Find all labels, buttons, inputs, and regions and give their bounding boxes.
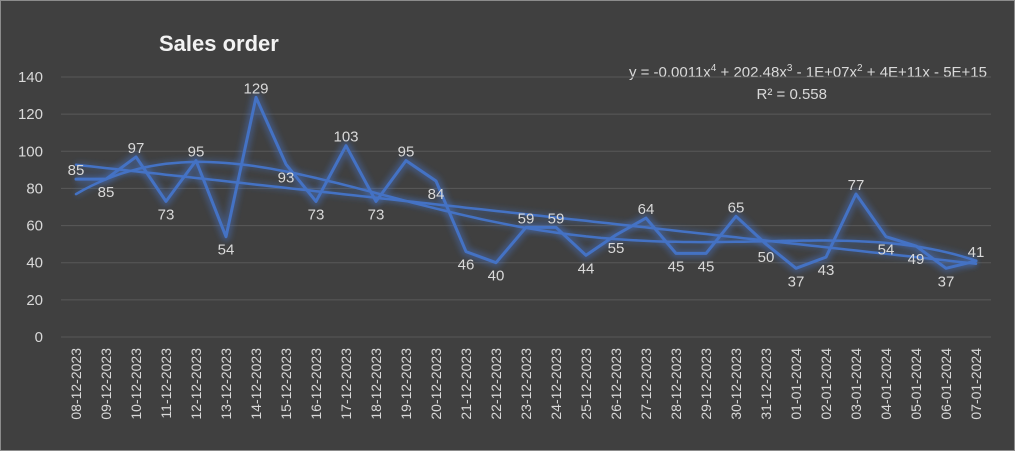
y-tick-label: 140 (18, 69, 43, 86)
data-label: 73 (308, 206, 325, 223)
series-line (74, 95, 978, 270)
data-label: 59 (518, 210, 535, 227)
x-tick-label: 04-01-2024 (878, 348, 894, 420)
eq-exp-4: 4 (710, 63, 717, 74)
data-label: 93 (278, 169, 295, 186)
data-label: 55 (608, 240, 625, 257)
r-squared: R² = 0.558 (756, 86, 827, 103)
eq-exp-2: 2 (857, 63, 863, 74)
data-label: 49 (908, 251, 925, 268)
x-tick-label: 30-12-2023 (728, 348, 744, 420)
x-tick-label: 20-12-2023 (428, 348, 444, 420)
data-label: 73 (368, 206, 385, 223)
data-label: 59 (548, 210, 565, 227)
x-tick-label: 17-12-2023 (338, 348, 354, 420)
data-label: 50 (758, 249, 775, 266)
x-tick-label: 02-01-2024 (818, 348, 834, 420)
data-label: 46 (458, 257, 475, 274)
chart-title: Sales order (159, 31, 279, 56)
x-tick-label: 13-12-2023 (218, 348, 234, 420)
data-label: 85 (68, 162, 85, 179)
data-label: 37 (788, 273, 805, 290)
data-label: 73 (158, 206, 175, 223)
data-label: 64 (638, 201, 655, 218)
x-tick-label: 16-12-2023 (308, 348, 324, 420)
y-tick-label: 120 (18, 106, 43, 123)
data-label: 97 (128, 140, 145, 157)
x-tick-label: 07-01-2024 (968, 348, 984, 420)
x-tick-label: 18-12-2023 (368, 348, 384, 420)
y-tick-label: 80 (26, 180, 43, 197)
x-tick-label: 31-12-2023 (758, 348, 774, 420)
x-tick-label: 01-01-2024 (788, 348, 804, 420)
data-label: 65 (728, 199, 745, 216)
y-tick-label: 60 (26, 218, 43, 235)
data-label: 95 (188, 144, 205, 161)
x-tick-label: 11-12-2023 (158, 348, 174, 419)
x-tick-label: 24-12-2023 (548, 348, 564, 420)
x-tick-label: 14-12-2023 (248, 348, 264, 420)
x-tick-label: 21-12-2023 (458, 348, 474, 420)
data-label: 40 (488, 268, 505, 285)
x-tick-label: 22-12-2023 (488, 348, 504, 420)
x-tick-label: 15-12-2023 (278, 348, 294, 420)
data-label: 77 (848, 177, 865, 194)
y-tick-label: 0 (35, 329, 43, 346)
x-tick-label: 29-12-2023 (698, 348, 714, 420)
x-tick-label: 12-12-2023 (188, 348, 204, 420)
data-label: 95 (398, 144, 415, 161)
data-label: 41 (968, 244, 985, 261)
x-tick-label: 06-01-2024 (938, 348, 954, 420)
x-tick-label: 23-12-2023 (518, 348, 534, 420)
x-tick-label: 28-12-2023 (668, 348, 684, 420)
x-tick-label: 05-01-2024 (908, 348, 924, 420)
x-tick-label: 27-12-2023 (638, 348, 654, 420)
eq-exp-3: 3 (786, 63, 793, 74)
x-tick-label: 26-12-2023 (608, 348, 624, 420)
x-tick-label: 03-01-2024 (848, 348, 864, 420)
data-label: 54 (218, 242, 235, 259)
x-tick-label: 10-12-2023 (128, 348, 144, 420)
y-tick-label: 40 (26, 255, 43, 272)
data-label: 45 (668, 258, 685, 275)
y-tick-label: 100 (18, 143, 43, 160)
data-label: 85 (98, 184, 115, 201)
x-tick-label: 08-12-2023 (68, 348, 84, 420)
data-label: 37 (938, 273, 955, 290)
x-tick-label: 19-12-2023 (398, 348, 414, 420)
data-label: 44 (578, 260, 595, 277)
data-label: 129 (243, 80, 268, 97)
data-label: 84 (428, 186, 445, 203)
data-label: 103 (333, 129, 358, 146)
y-tick-label: 20 (26, 292, 43, 309)
x-tick-label: 25-12-2023 (578, 348, 594, 420)
x-tick-label: 09-12-2023 (98, 348, 114, 420)
data-label: 43 (818, 262, 835, 279)
data-label: 54 (878, 242, 895, 259)
data-label: 45 (698, 258, 715, 275)
